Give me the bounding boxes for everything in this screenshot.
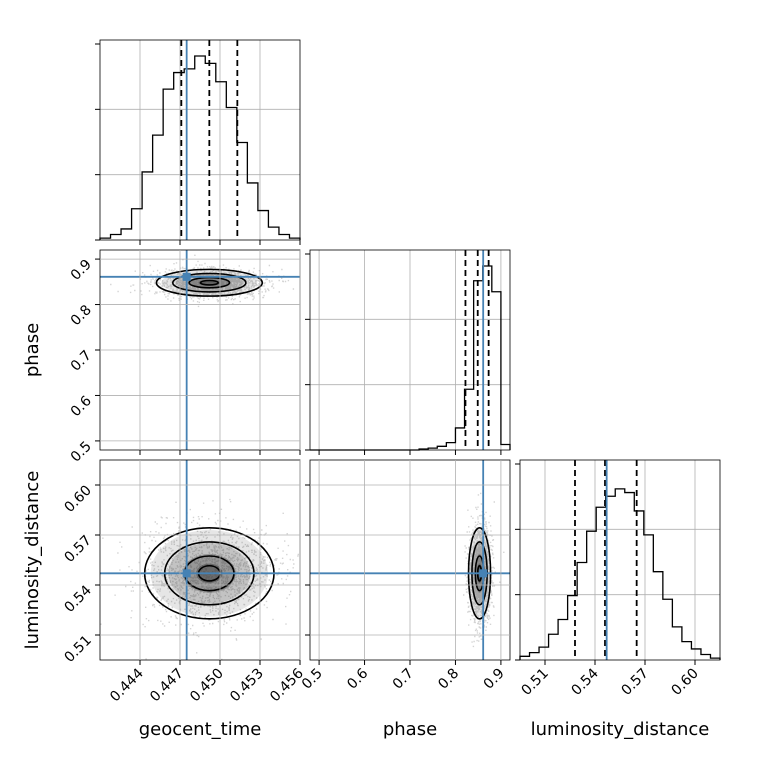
scatter-luminosity-distance-vs-geocent-time-grid (100, 460, 301, 660)
scatter-phase-vs-geocent-time-truth-marker (182, 272, 191, 281)
hist-geocent-time-frame (99, 39, 301, 241)
scatter-luminosity-distance-vs-phase-xtick-label: 0.7 (390, 666, 417, 693)
scatter-phase-vs-geocent-time-ytick-label: 0.7 (68, 348, 95, 375)
scatter-phase-vs-geocent-time-contour-3 (199, 279, 219, 286)
hist-luminosity-distance-steps (519, 488, 721, 660)
scatter-luminosity-distance-vs-phase-grid (310, 460, 510, 660)
axis-titles: geocent_time phase luminosity_distance p… (22, 323, 709, 740)
scatter-luminosity-distance-vs-phase-truth-marker (479, 569, 488, 578)
scatter-phase-vs-geocent-time-content (100, 250, 300, 450)
scatter-phase-vs-geocent-time (99, 249, 301, 451)
scatter-phase-vs-geocent-time-contour-0 (155, 268, 264, 297)
scatter-luminosity-distance-vs-geocent-time-xtick-label: 0.450 (187, 666, 227, 706)
scatter-luminosity-distance-vs-geocent-time-xtick-label: 0.453 (227, 666, 267, 706)
scatter-luminosity-distance-vs-geocent-time-ytick-label: 0.51 (61, 633, 94, 666)
scatter-phase-vs-geocent-time-ytick-label: 0.8 (68, 302, 95, 329)
corner-panels: 0.51 0.54 0.57 0.60 0.5 0.6 0.7 0.8 0.9 0.444 0.44… (61, 39, 721, 706)
scatter-luminosity-distance-vs-phase-xtick-label: 0.9 (481, 666, 508, 693)
y-axis-title-luminosity-distance: luminosity_distance (22, 471, 43, 650)
y-axis-title-phase: phase (22, 323, 43, 377)
scatter-luminosity-distance-vs-geocent-time-truth-marker (182, 569, 191, 578)
scatter-luminosity-distance-vs-phase-xtick-label: 0.8 (435, 666, 462, 693)
scatter-luminosity-distance-vs-phase-xtick-label: 0.5 (299, 666, 326, 693)
scatter-phase-vs-geocent-time-density-1 (175, 273, 243, 292)
scatter-luminosity-distance-vs-geocent-time-xtick-label: 0.456 (267, 665, 307, 705)
scatter-luminosity-distance-vs-geocent-time-ytick-label: 0.60 (61, 483, 94, 516)
scatter-luminosity-distance-vs-geocent-time-xtick-label: 0.444 (107, 665, 147, 705)
hist-luminosity-distance-xtick-label: 0.57 (618, 666, 651, 699)
hist-luminosity-distance-xtick-label: 0.51 (518, 666, 551, 699)
scatter-luminosity-distance-vs-geocent-time-content (100, 460, 300, 660)
x-axis-title-geocent-time: geocent_time (139, 719, 262, 740)
scatter-luminosity-distance-vs-geocent-time (99, 459, 301, 661)
scatter-phase-vs-geocent-time-grid (100, 250, 301, 450)
scatter-luminosity-distance-vs-phase-content (310, 460, 510, 660)
hist-geocent-time-steps (99, 55, 301, 240)
hist-luminosity-distance-xtick-label: 0.54 (568, 665, 601, 698)
scatter-luminosity-distance-vs-geocent-time-ytick-label: 0.57 (61, 533, 94, 566)
hist-luminosity-distance-frame (519, 459, 721, 661)
hist-phase (305, 249, 511, 451)
x-axis-title-luminosity-distance: luminosity_distance (531, 719, 710, 740)
scatter-luminosity-distance-vs-phase-xtick-label: 0.6 (344, 665, 371, 692)
hist-luminosity-distance-xtick-label: 0.60 (668, 666, 701, 699)
scatter-phase-vs-geocent-time-ytick-label: 0.9 (68, 257, 95, 284)
hist-luminosity-distance (515, 459, 721, 661)
scatter-luminosity-distance-vs-geocent-time-ytick-label: 0.54 (61, 582, 94, 615)
scatter-phase-vs-geocent-time-contour-1 (171, 272, 247, 293)
x-axis-title-phase: phase (383, 719, 437, 740)
scatter-luminosity-distance-vs-geocent-time-xtick-label: 0.447 (147, 666, 187, 706)
scatter-phase-vs-geocent-time-ytick-label: 0.6 (68, 393, 95, 420)
scatter-phase-vs-geocent-time-ytick-label: 0.5 (68, 438, 95, 465)
hist-geocent-time (95, 39, 301, 241)
